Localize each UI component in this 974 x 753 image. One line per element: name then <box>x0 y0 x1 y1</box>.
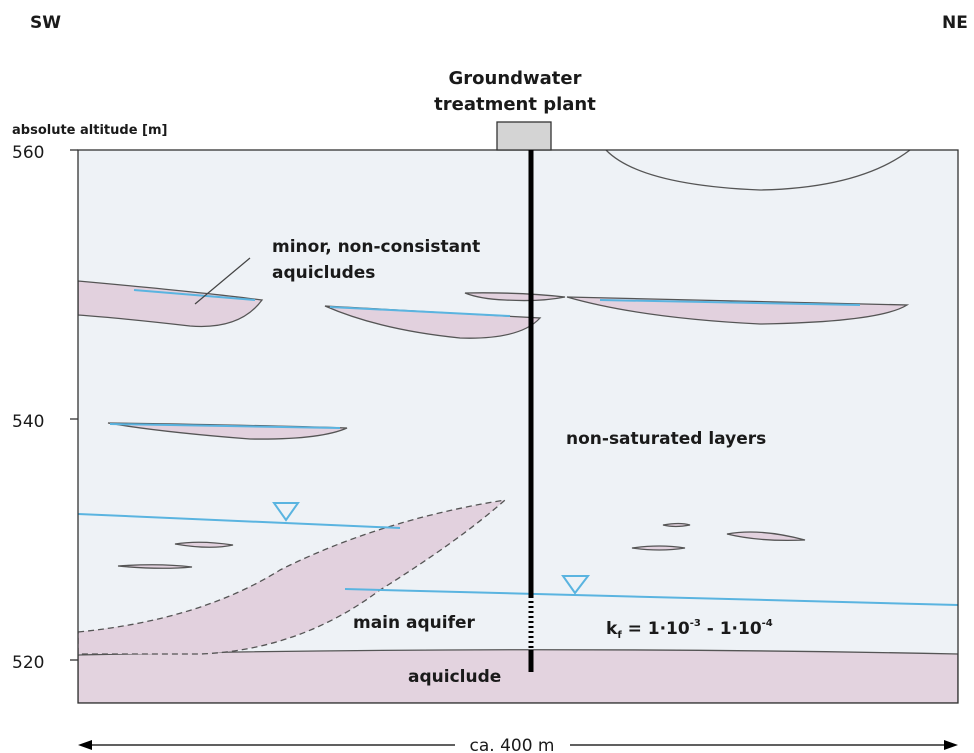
lens-wedge <box>78 499 508 655</box>
lens <box>117 564 193 569</box>
annotation: non-saturated layers <box>566 429 766 449</box>
aquiclude-layer <box>78 649 958 703</box>
water-table <box>344 588 958 606</box>
plant-building <box>496 121 552 151</box>
exponent: -4 <box>762 618 773 629</box>
direction-label: NE <box>942 13 968 33</box>
leader-line <box>194 257 251 305</box>
top-layer <box>605 150 911 191</box>
annotation: aquiclude <box>408 667 501 687</box>
symbol: k <box>606 619 618 639</box>
exponent: -3 <box>690 618 701 629</box>
axis-label: absolute altitude [m] <box>12 123 167 138</box>
perched-water <box>109 289 861 429</box>
annotation: minor, non-consistant <box>272 237 480 257</box>
base: = 1·10 <box>622 619 690 639</box>
facility-label: treatment plant <box>434 94 596 115</box>
annotation: main aquifer <box>353 613 476 633</box>
lens <box>631 545 686 551</box>
lens <box>726 531 806 542</box>
altitude-tick: 520 <box>12 653 44 673</box>
facility-label: Groundwater <box>449 68 582 89</box>
lens <box>464 292 566 302</box>
conductivity-label: kf = 1·10-3 - 1·10-4 <box>606 618 773 641</box>
base: - 1·10 <box>701 619 762 639</box>
water-table <box>78 513 401 529</box>
scale-label: ca. 400 m <box>470 736 555 753</box>
lens <box>174 541 234 548</box>
annotation: aquicludes <box>272 263 375 283</box>
direction-label: SW <box>30 13 61 33</box>
strata <box>78 150 958 703</box>
lens <box>78 280 264 328</box>
lens <box>662 522 691 528</box>
tick-marks <box>70 149 78 661</box>
water-level-marker <box>272 502 591 595</box>
altitude-tick: 560 <box>12 143 44 163</box>
altitude-tick: 540 <box>12 412 44 432</box>
subscript: f <box>617 630 622 641</box>
